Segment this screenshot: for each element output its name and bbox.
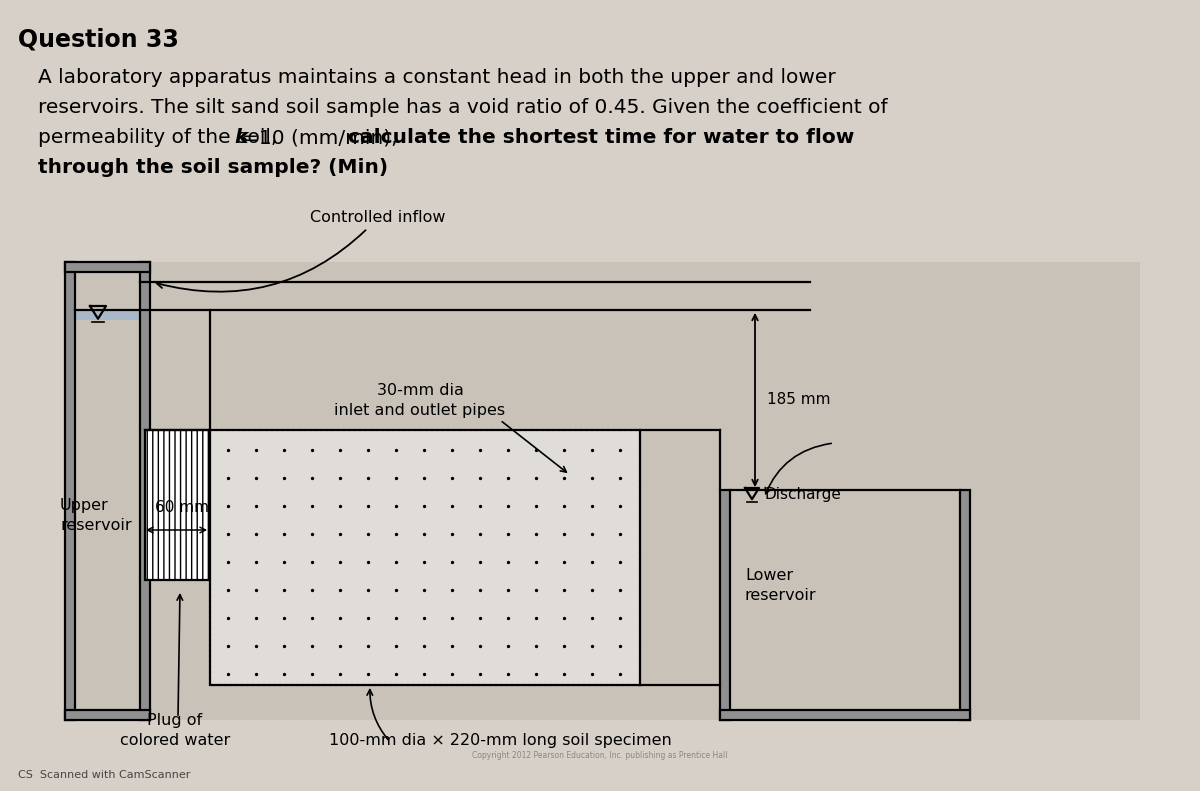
Text: Question 33: Question 33: [18, 28, 179, 52]
Bar: [210, 430, 640, 685]
Text: reservoir: reservoir: [745, 588, 817, 603]
Text: calculate the shortest time for water to flow: calculate the shortest time for water to…: [348, 128, 854, 147]
Text: Discharge: Discharge: [764, 486, 841, 501]
Bar: [65, 262, 74, 720]
Bar: [65, 262, 150, 272]
Text: =10 (mm/min),: =10 (mm/min),: [242, 128, 404, 147]
Bar: [65, 262, 1140, 720]
Text: 60 mm: 60 mm: [155, 500, 209, 515]
Text: 30-mm dia: 30-mm dia: [377, 383, 463, 398]
Text: through the soil sample? (Min): through the soil sample? (Min): [38, 158, 388, 177]
Text: permeability of the soil,: permeability of the soil,: [38, 128, 283, 147]
Bar: [960, 490, 970, 720]
Text: A laboratory apparatus maintains a constant head in both the upper and lower: A laboratory apparatus maintains a const…: [38, 68, 835, 87]
Text: inlet and outlet pipes: inlet and outlet pipes: [335, 403, 505, 418]
Text: Lower: Lower: [745, 568, 793, 583]
Bar: [65, 710, 150, 720]
Bar: [720, 710, 970, 720]
Text: reservoirs. The silt sand soil sample has a void ratio of 0.45. Given the coeffi: reservoirs. The silt sand soil sample ha…: [38, 98, 888, 117]
Bar: [145, 430, 210, 580]
Bar: [210, 430, 640, 685]
Text: reservoir: reservoir: [60, 518, 132, 533]
Text: colored water: colored water: [120, 733, 230, 748]
Bar: [720, 490, 730, 720]
Text: Plug of: Plug of: [148, 713, 203, 728]
Text: Upper: Upper: [60, 498, 109, 513]
Text: Copyright 2012 Pearson Education, Inc. publishing as Prentice Hall: Copyright 2012 Pearson Education, Inc. p…: [473, 751, 727, 760]
Bar: [74, 310, 140, 320]
Text: CS  Scanned with CamScanner: CS Scanned with CamScanner: [18, 770, 191, 780]
Text: k: k: [234, 128, 247, 147]
Bar: [140, 262, 150, 720]
Text: Controlled inflow: Controlled inflow: [157, 210, 445, 292]
Text: 185 mm: 185 mm: [767, 392, 830, 407]
Text: 100-mm dia × 220-mm long soil specimen: 100-mm dia × 220-mm long soil specimen: [329, 733, 671, 748]
